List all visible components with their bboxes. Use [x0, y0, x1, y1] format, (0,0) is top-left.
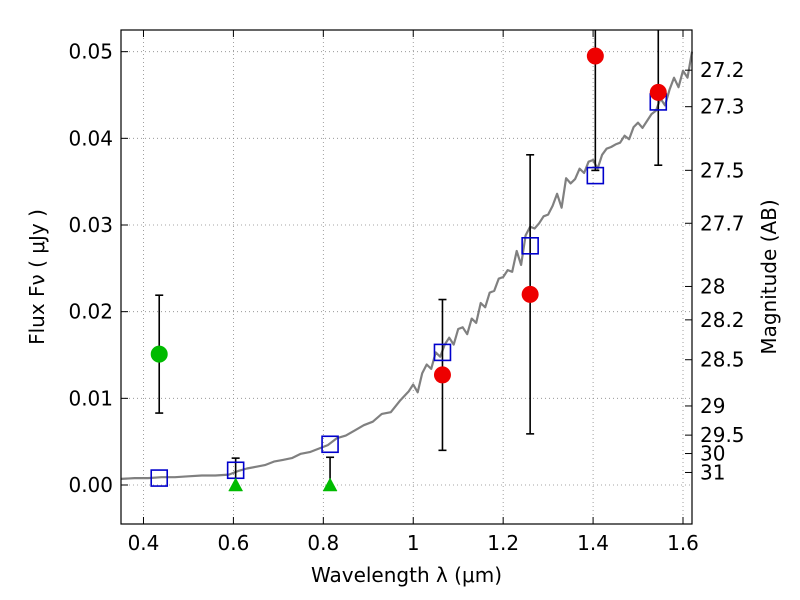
y-tick-label: 0.03 [68, 213, 113, 237]
x-tick-label: 1 [407, 531, 420, 555]
error-bars [155, 30, 663, 485]
x-tick-label: 0.6 [217, 531, 249, 555]
right-tick-label: 28 [700, 274, 725, 298]
x-tick-label: 1.4 [577, 531, 609, 555]
data-markers [150, 47, 668, 492]
model-square-marker [433, 343, 452, 362]
grid-lines [121, 30, 692, 524]
right-tick-label: 30 [700, 442, 725, 466]
right-tick-label: 27.7 [700, 211, 745, 235]
model-square-marker [521, 237, 539, 255]
x-tick-label: 0.8 [307, 531, 339, 555]
red-detection-marker [586, 47, 604, 65]
right-tick-label: 29.5 [700, 423, 745, 447]
spectrum-line [120, 51, 694, 480]
model-square-marker [150, 469, 169, 487]
model-square-marker [321, 435, 339, 454]
x-tick-label: 0.4 [128, 531, 160, 555]
right-tick-label: 27.3 [700, 95, 745, 119]
right-axis-label: Magnitude (AB) [757, 199, 781, 354]
red-detection-marker [433, 366, 451, 384]
red-detection-marker [649, 83, 667, 101]
upper-limit-triangle [228, 477, 244, 492]
spectrum-series [120, 51, 694, 480]
red-detection-marker [521, 285, 539, 303]
model-square-marker [586, 166, 605, 185]
y-tick-label: 0.05 [68, 40, 113, 64]
y-axis-label: Flux Fν ( μJy ) [25, 209, 49, 345]
right-tick-label: 27.5 [700, 158, 745, 182]
y-tick-label: 0.04 [68, 126, 113, 150]
y-tick-label: 0.02 [68, 300, 113, 324]
right-tick-label: 28.5 [700, 348, 745, 372]
right-tick-label: 27.2 [700, 58, 745, 82]
right-tick-label: 28.2 [700, 308, 745, 332]
plot-frame [120, 29, 693, 525]
x-tick-label: 1.6 [667, 531, 699, 555]
y-tick-label: 0.01 [68, 386, 113, 410]
green-detection-marker [150, 345, 168, 363]
upper-limit-triangle [322, 477, 338, 492]
x-axis-label: Wavelength λ (μm) [311, 563, 502, 587]
x-tick-label: 1.2 [487, 531, 519, 555]
axis-ticks: 0.4 0.6 0.8 1 1.2 1.4 1.6 0.00 0.01 0.02 0.03 0.04 0… [68, 30, 745, 555]
right-tick-label: 31 [700, 460, 725, 484]
right-tick-label: 29 [700, 394, 725, 418]
y-tick-label: 0.00 [68, 473, 113, 497]
